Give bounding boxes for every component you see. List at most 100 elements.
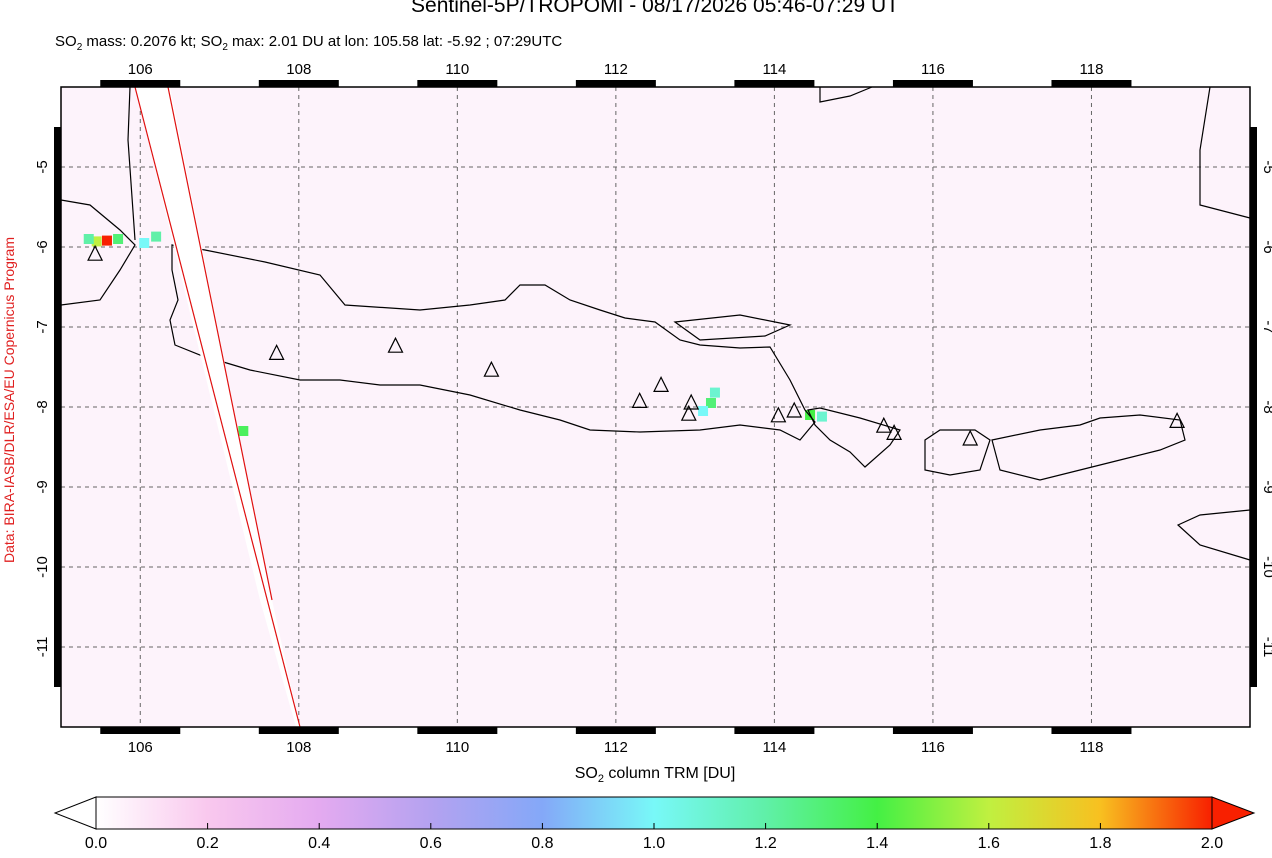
swath-gap	[134, 86, 301, 728]
colorbar-tick-label: 1.6	[978, 835, 1000, 852]
colorbar-tick-label: 0.0	[85, 835, 107, 852]
y-tick-label: -5	[34, 160, 51, 173]
x-tick-label: 118	[1080, 739, 1104, 756]
colorbar-tick-label: 1.4	[866, 835, 888, 852]
y-tick-label: -8	[34, 400, 51, 413]
colorbar-tick-label: 1.0	[643, 835, 665, 852]
y-tick-mark	[1250, 287, 1257, 367]
y-tick-mark	[54, 127, 61, 207]
coastline	[819, 86, 873, 103]
coastline	[127, 86, 136, 241]
colorbar-over	[1211, 796, 1256, 830]
chart-subtitle: SO2 mass: 0.2076 kt; SO2 max: 2.01 DU at…	[55, 33, 562, 53]
colorbar-tick-label: 1.2	[754, 835, 776, 852]
x-tick-mark	[258, 80, 339, 87]
volcano	[683, 393, 700, 410]
x-tick-mark	[575, 727, 656, 734]
so2-pixel	[83, 234, 94, 244]
x-tick-label: 112	[604, 61, 628, 78]
volcano	[886, 424, 903, 440]
y-tick-mark	[54, 367, 61, 447]
x-tick-label: 116	[921, 739, 945, 756]
x-tick-label: 116	[921, 61, 945, 78]
subtitle-sub: 2	[222, 42, 228, 53]
y-tick-label: -6	[34, 240, 51, 253]
colorbar-label-sub: 2	[598, 773, 604, 785]
coastline	[924, 429, 991, 476]
coastline	[991, 414, 1186, 481]
so2-pixel	[101, 235, 112, 246]
y-tick-mark	[1250, 207, 1257, 287]
colorbar-tick-label: 1.8	[1089, 835, 1111, 852]
y-tick-label: -10	[1260, 556, 1272, 578]
subtitle-part: SO	[55, 33, 77, 50]
volcano	[962, 429, 979, 446]
x-tick-label: 112	[604, 739, 628, 756]
x-tick-mark	[575, 80, 656, 87]
x-tick-mark	[1051, 80, 1132, 87]
so2-pixel	[709, 387, 720, 398]
colorbar-label-part: column TRM [DU]	[604, 765, 735, 782]
subtitle-part: mass: 0.2076 kt; SO	[82, 33, 222, 50]
colorbar-tick-label: 0.4	[308, 835, 330, 852]
volcano	[770, 406, 787, 423]
colorbar-under	[53, 796, 97, 830]
volcano	[875, 416, 892, 433]
coastline	[60, 199, 136, 306]
colorbar-label: SO2 column TRM [DU]	[575, 765, 736, 785]
y-tick-mark	[54, 207, 61, 287]
x-tick-mark	[258, 727, 339, 734]
so2-pixel	[139, 238, 150, 248]
volcano	[483, 360, 500, 377]
coastline	[1176, 509, 1251, 561]
so2-pixel	[151, 231, 162, 242]
coastline	[169, 244, 816, 441]
y-tick-mark	[1250, 447, 1257, 527]
swath-edge	[134, 86, 301, 728]
subtitle-sub: 2	[77, 42, 83, 53]
volcano	[268, 344, 285, 360]
axes: 106 106 108 108 110 110 112 112 114 114 116 116 118 1…	[34, 61, 1272, 756]
y-tick-label: -9	[34, 480, 51, 493]
so2-pixel	[238, 426, 249, 436]
grid	[61, 87, 1250, 727]
x-tick-mark	[100, 80, 181, 87]
so2-pixel	[91, 236, 102, 247]
x-tick-label: 118	[1080, 61, 1104, 78]
x-tick-mark	[892, 727, 973, 734]
so2-pixel	[816, 411, 827, 422]
colorbar-tick-label: 0.8	[531, 835, 553, 852]
swath-edge	[167, 86, 273, 601]
volcano	[87, 244, 104, 261]
volcano	[1169, 412, 1186, 428]
y-tick-label: -5	[1260, 160, 1272, 173]
coastline	[807, 407, 901, 468]
x-tick-label: 114	[762, 739, 786, 756]
x-tick-mark	[1051, 727, 1132, 734]
x-tick-label: 108	[286, 61, 311, 78]
x-tick-label: 106	[128, 739, 153, 756]
volcanoes	[87, 244, 1186, 446]
colorbar-tick-label: 0.6	[420, 835, 442, 852]
y-tick-label: -8	[1260, 400, 1272, 413]
colorbar-tick-label: 0.2	[196, 835, 218, 852]
x-tick-mark	[734, 80, 815, 87]
y-tick-label: -7	[34, 320, 51, 333]
coastlines	[60, 86, 1251, 561]
x-tick-mark	[892, 80, 973, 87]
so2-pixel	[705, 398, 716, 408]
x-tick-mark	[417, 80, 498, 87]
volcano	[631, 392, 648, 408]
x-tick-mark	[417, 727, 498, 734]
volcano	[653, 376, 670, 392]
x-tick-label: 110	[445, 61, 469, 78]
volcano	[786, 401, 803, 418]
y-tick-mark	[54, 607, 61, 687]
so2-pixel	[113, 234, 124, 244]
so2-pixel	[698, 406, 709, 416]
y-tick-label: -7	[1260, 320, 1272, 333]
colorbar-label-part: SO	[575, 765, 598, 782]
colorbar-ticks: 0.0 0.2 0.4 0.6 0.8 1.0 1.2 1.4 1.6 1.8 2.0	[85, 823, 1223, 852]
volcano	[387, 336, 404, 353]
